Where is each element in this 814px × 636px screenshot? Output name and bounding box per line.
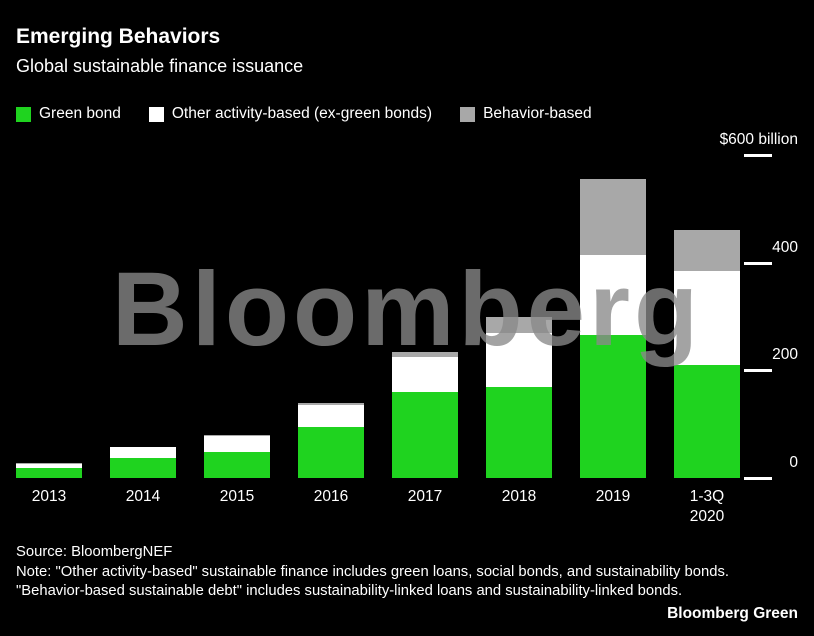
bar-segment xyxy=(298,405,364,427)
bar-segment xyxy=(486,386,552,478)
bar-1-3q-2020: 1-3Q 2020 xyxy=(674,155,740,525)
bar-2019: 2019 xyxy=(580,155,646,505)
bars: 2013 2014 2015 2016 2017 2018 2019 1-3Q 2020 xyxy=(16,155,740,525)
bar-segment xyxy=(204,436,270,453)
x-axis-label: 2018 xyxy=(501,488,537,505)
bar-segment xyxy=(204,452,270,478)
bar-2015: 2015 xyxy=(204,155,270,505)
x-axis-label: 2013 xyxy=(31,488,67,505)
y-axis-tick-label: 200 xyxy=(772,346,798,364)
bar-segment xyxy=(486,316,552,333)
y-axis-tick xyxy=(744,477,772,480)
y-axis-tick xyxy=(744,261,772,265)
legend: Green bond Other activity-based (ex-green… xyxy=(16,105,592,123)
bar-segment xyxy=(674,365,740,478)
brand-logo: Bloomberg Green xyxy=(667,605,798,622)
x-axis-label: 1-3Q 2020 xyxy=(689,488,725,526)
legend-swatch-icon xyxy=(148,106,164,122)
bar-segment xyxy=(486,332,552,387)
bar-2014: 2014 xyxy=(110,155,176,505)
legend-swatch-icon xyxy=(16,106,31,122)
bar-segment xyxy=(674,270,740,365)
source-text: Source: BloombergNEF xyxy=(16,544,173,560)
chart-subtitle: Global sustainable finance issuance xyxy=(16,56,304,76)
bar-segment xyxy=(204,435,270,437)
bar-segment xyxy=(110,447,176,459)
bar-segment xyxy=(110,458,176,478)
bar-segment xyxy=(298,402,364,406)
bar-2016: 2016 xyxy=(298,155,364,505)
legend-label: Other activity-based (ex-green bonds) xyxy=(171,105,433,122)
bar-segment xyxy=(392,391,458,478)
bar-segment xyxy=(16,463,82,464)
bar-segment xyxy=(298,426,364,478)
x-axis-label: 2019 xyxy=(595,488,631,505)
y-axis-tick-label: $600 billion xyxy=(719,131,798,148)
bar-2018: 2018 xyxy=(486,155,552,505)
y-axis-tick xyxy=(744,154,772,157)
bar-segment xyxy=(16,468,82,478)
note-text: Note: "Other activity-based" sustainable… xyxy=(16,563,729,600)
legend-item-2: Behavior-based xyxy=(460,105,592,123)
chart-title: Emerging Behaviors xyxy=(16,25,221,48)
bar-2017: 2017 xyxy=(392,155,458,505)
y-axis-tick-label: 400 xyxy=(772,238,798,256)
bar-segment xyxy=(580,335,646,478)
x-axis-label: 2014 xyxy=(125,488,161,505)
bar-segment xyxy=(392,351,458,357)
x-axis-label: 2017 xyxy=(407,488,443,505)
plot-area: 2013 2014 2015 2016 2017 2018 2019 1-3Q 2020 xyxy=(16,155,740,525)
legend-label: Behavior-based xyxy=(483,105,592,122)
legend-item-0: Green bond xyxy=(16,105,121,123)
x-axis-label: 2016 xyxy=(313,488,349,505)
bar-segment xyxy=(580,179,646,255)
bar-2013: 2013 xyxy=(16,155,82,505)
y-axis-tick xyxy=(744,369,772,373)
y-axis-tick-label: 0 xyxy=(789,454,798,471)
bar-segment xyxy=(674,230,740,271)
legend-swatch-icon xyxy=(460,106,476,122)
legend-item-1: Other activity-based (ex-green bonds) xyxy=(148,105,433,123)
x-axis-label: 2015 xyxy=(219,488,255,505)
footer: Source: BloombergNEF Note: "Other activi… xyxy=(16,543,798,602)
bar-segment xyxy=(16,463,82,469)
legend-label: Green bond xyxy=(39,105,121,122)
bar-segment xyxy=(110,446,176,448)
bar-segment xyxy=(392,356,458,392)
bar-segment xyxy=(580,254,646,336)
